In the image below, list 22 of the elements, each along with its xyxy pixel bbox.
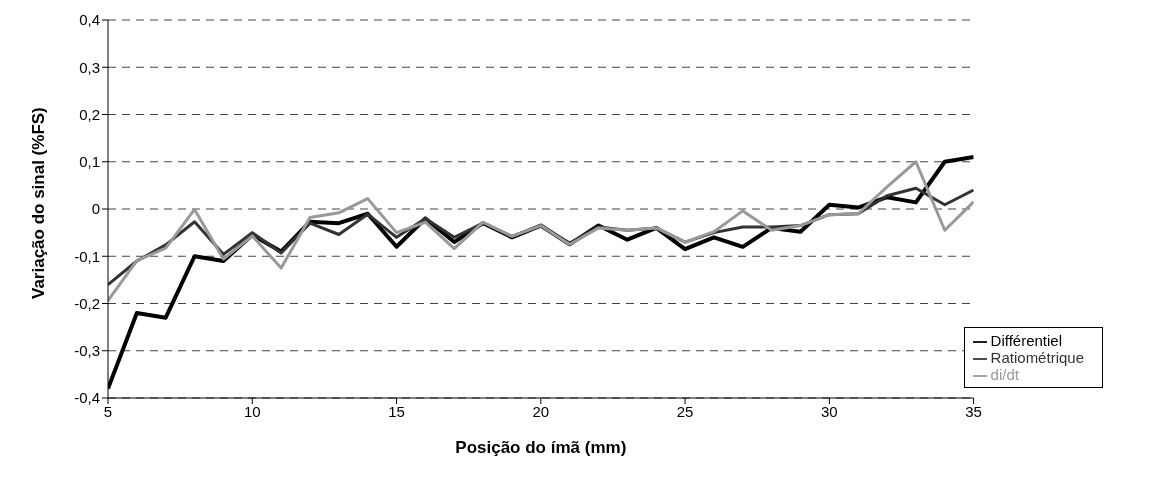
y-tick-label: 0 <box>91 200 100 218</box>
y-tick-label: 0,2 <box>79 105 100 123</box>
y-tick-label: -0,1 <box>74 247 100 265</box>
y-axis-title: Variação do sinal (%FS) <box>29 107 49 299</box>
x-tick-label: 35 <box>965 402 982 420</box>
y-tick-label: -0,3 <box>74 342 100 360</box>
x-tick-label: 30 <box>821 402 838 420</box>
legend-label: Différentiel <box>990 331 1063 349</box>
x-tick-label: 10 <box>243 402 261 420</box>
line-series <box>108 160 974 303</box>
legend-label: Ratiométrique <box>990 348 1084 366</box>
x-axis-title: Posição do ímã (mm) <box>455 438 627 457</box>
legend-label: di/dt <box>990 365 1019 383</box>
y-tick-label: 0,4 <box>79 11 100 29</box>
y-tick-label: -0,4 <box>74 389 100 407</box>
x-tick-label: 5 <box>103 402 113 420</box>
y-tick-label: 0,1 <box>79 153 100 171</box>
x-tick-label: 25 <box>676 402 694 420</box>
x-tick-label: 15 <box>388 402 405 420</box>
x-tick-label: 20 <box>532 402 550 420</box>
y-tick-label: 0,3 <box>79 58 100 76</box>
y-tick-label: -0,2 <box>74 294 100 312</box>
